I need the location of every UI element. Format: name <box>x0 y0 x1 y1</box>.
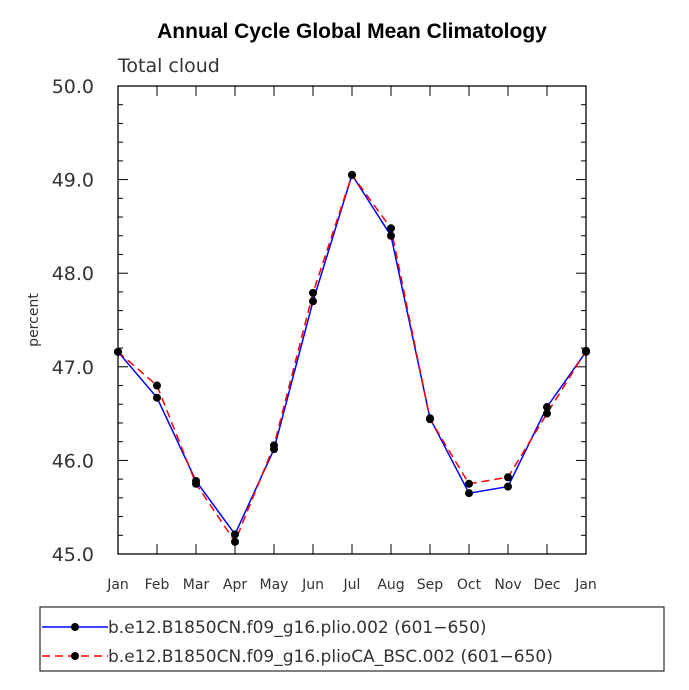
x-tick-label: Oct <box>457 577 482 593</box>
x-tick-label: Nov <box>494 577 521 593</box>
series-2-point <box>348 170 356 179</box>
chart-subtitle: Total cloud <box>117 55 220 77</box>
series-1-point <box>387 231 395 240</box>
series-1-point <box>504 482 512 491</box>
legend-marker-series-2 <box>71 652 79 660</box>
y-tick-label: 47.0 <box>52 357 94 379</box>
series-2-point <box>270 441 278 450</box>
y-tick-label: 48.0 <box>52 263 94 285</box>
series-line-2 <box>117 173 587 544</box>
series-1-point <box>309 297 317 306</box>
y-tick-label: 49.0 <box>52 170 94 192</box>
series-1-point <box>153 393 161 402</box>
x-tick-label: Jul <box>343 577 361 593</box>
legend-label-series-1: b.e12.B1850CN.f09_g16.plio.002 (601−650) <box>108 618 487 638</box>
legend-box <box>39 606 665 672</box>
y-tick-label: 50.0 <box>52 76 94 98</box>
x-tick-label: Aug <box>377 577 404 593</box>
series-1-point <box>543 403 551 412</box>
y-axis-label: percent <box>26 293 42 347</box>
x-tick-label: May <box>260 577 289 593</box>
x-tick-label: Sep <box>417 577 444 593</box>
plot-frame <box>117 85 587 555</box>
x-tick-label: Jan <box>106 577 129 593</box>
series-2-point <box>153 381 161 390</box>
x-tick-label: Jun <box>301 577 324 593</box>
chart-title: Annual Cycle Global Mean Climatology <box>157 20 547 43</box>
x-tick-label: Dec <box>533 577 560 593</box>
series-2-point <box>504 473 512 482</box>
series-2-point <box>387 224 395 233</box>
series-line-1 <box>117 173 587 536</box>
series-2-point <box>231 537 239 546</box>
series-1-point <box>465 489 473 498</box>
x-tick-label: Mar <box>183 577 210 593</box>
series-2-point <box>309 288 317 297</box>
legend-marker-series-1 <box>71 623 79 631</box>
series-2-point <box>465 479 473 488</box>
y-tick-label: 46.0 <box>52 450 94 472</box>
y-tick-label: 45.0 <box>52 544 94 566</box>
x-tick-label: Apr <box>223 577 247 593</box>
x-tick-label: Feb <box>145 577 170 593</box>
series-2-point <box>426 415 434 424</box>
legend-label-series-2: b.e12.B1850CN.f09_g16.plioCA_BSC.002 (60… <box>108 647 553 667</box>
series-2-point <box>192 479 200 488</box>
series-2-point <box>543 409 551 418</box>
series-1-point <box>231 530 239 539</box>
x-tick-label: Jan <box>574 577 597 593</box>
